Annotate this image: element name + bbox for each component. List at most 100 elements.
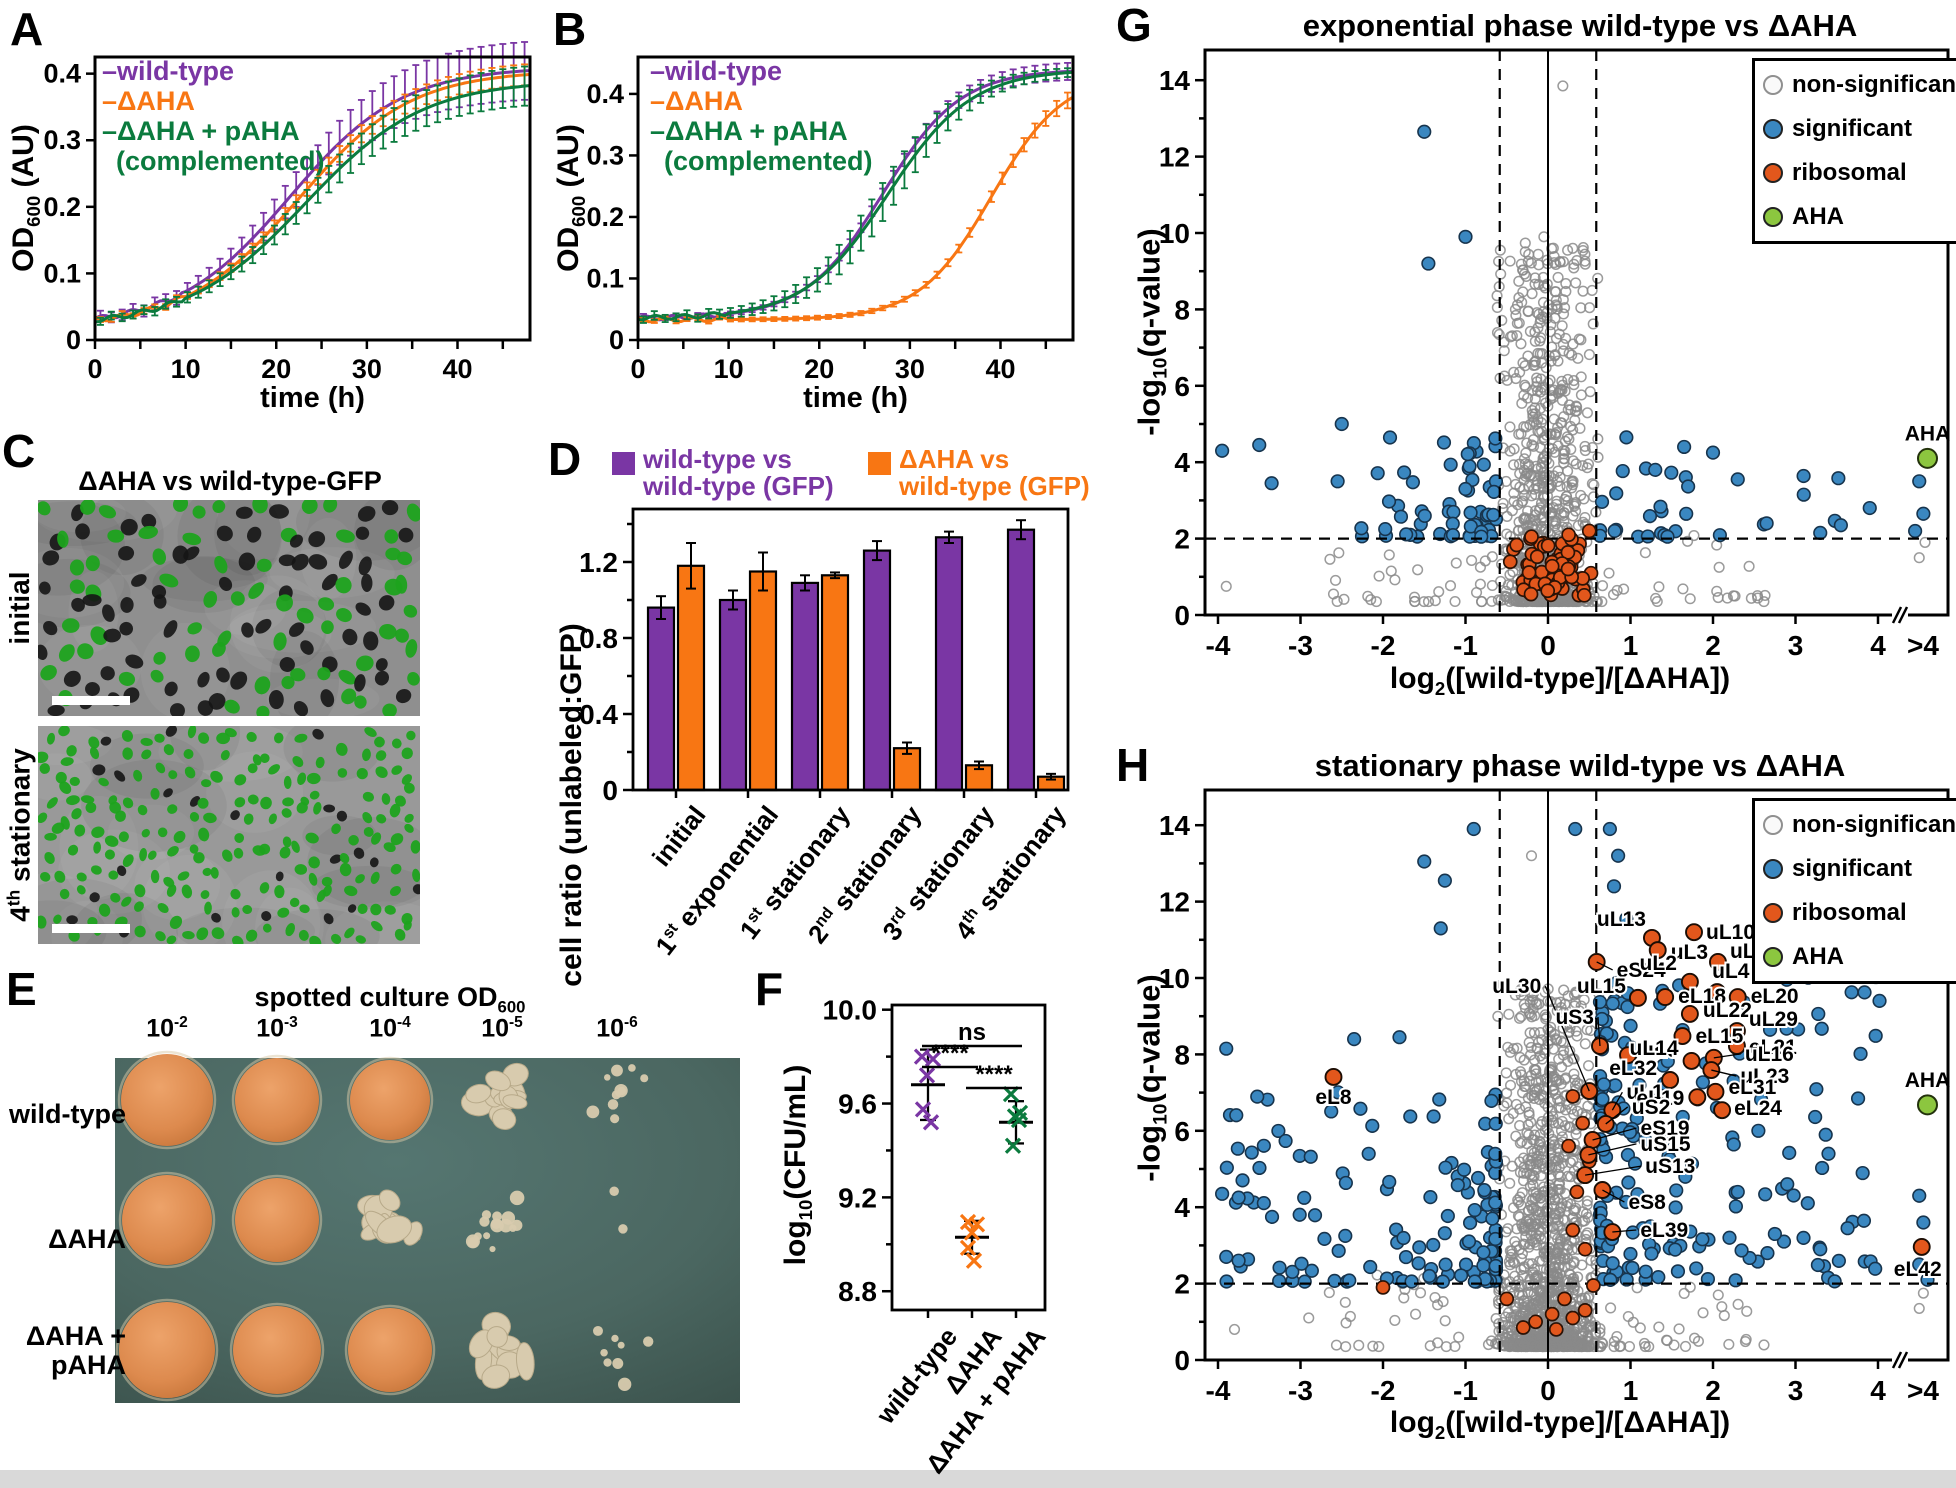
- protein-label-eS19: eS19: [1641, 1117, 1690, 1140]
- svg-text:1.2: 1.2: [579, 547, 618, 578]
- protein-label-eL18: eL18: [1678, 985, 1726, 1008]
- legend-entry: AHA: [1763, 195, 1951, 239]
- culture-spot-solid: [348, 1308, 432, 1392]
- culture-spot-patchy: [468, 1311, 535, 1389]
- svg-text:-1: -1: [1453, 1375, 1478, 1406]
- growth-curve-chart-b: 0 10 20 30 40 0 0.1 0.2 0.3 0.4: [586, 55, 1075, 384]
- protein-label-uL23: uL23: [1740, 1065, 1789, 1088]
- cfu-point: [924, 1050, 942, 1068]
- protein-label-uS13: uS13: [1645, 1155, 1695, 1178]
- svg-text:10: 10: [171, 354, 201, 384]
- svg-text:>4: >4: [1907, 1375, 1939, 1406]
- legend-text: ΔAHA vs wild-type (GFP): [899, 444, 1090, 501]
- legend-label: ribosomal: [1792, 159, 1907, 186]
- svg-text:40: 40: [442, 354, 472, 384]
- od-sub: 600: [23, 195, 44, 227]
- ribosomal-point-uL14: [1682, 1051, 1701, 1070]
- ribosomal-point-uL24: [1709, 953, 1727, 971]
- legend-text: wild-type vs wild-type (GFP): [643, 444, 834, 501]
- growth-legend-b: –wild-type –ΔAHA –ΔAHA + pAHA (complemented…: [650, 56, 873, 176]
- svg-text:8: 8: [1174, 294, 1190, 325]
- ribosomal-point-eL15: [1673, 1027, 1692, 1046]
- protein-label-uL22: uL22: [1703, 999, 1752, 1022]
- legend-entry: –ΔAHA + pAHA: [650, 116, 848, 146]
- svg-text:0: 0: [630, 354, 645, 384]
- significant-points: [1215, 821, 1935, 1289]
- panel-h-title: stationary phase wild-type vs ΔAHA: [1314, 748, 1846, 783]
- svg-text:6: 6: [1174, 371, 1190, 402]
- svg-text:-4: -4: [1206, 1375, 1231, 1406]
- panel-g-letter: G: [1116, 0, 1152, 51]
- legend-entry: significant: [1763, 847, 1951, 891]
- svg-text:40: 40: [985, 354, 1015, 384]
- legend-dot: [1763, 119, 1783, 139]
- protein-label-eL20: eL20: [1751, 985, 1799, 1008]
- culture-spot-solid: [121, 1054, 213, 1146]
- panel-e-title: spotted culture OD600: [254, 982, 526, 1017]
- microscopy-image-initial: [38, 500, 420, 716]
- svg-text:0: 0: [66, 325, 81, 355]
- svg-text:10: 10: [714, 354, 744, 384]
- bar-purple: [862, 549, 892, 792]
- protein-label-eL21: eL21: [1749, 1036, 1797, 1059]
- svg-text:1: 1: [1623, 1375, 1639, 1406]
- svg-text:0.3: 0.3: [586, 140, 624, 170]
- bar-orange: [820, 574, 850, 792]
- protein-label-eL31: eL31: [1728, 1076, 1776, 1099]
- svg-text:30: 30: [352, 354, 382, 384]
- svg-text:ns: ns: [958, 1019, 986, 1046]
- protein-label-uL14: uL14: [1630, 1037, 1679, 1060]
- dilution-label: 10-4: [369, 1014, 411, 1043]
- legend-entry: –wild-type: [650, 56, 783, 86]
- legend-label: significant: [1792, 855, 1913, 882]
- legend-dot: [1763, 947, 1783, 967]
- svg-text:0: 0: [1540, 1375, 1556, 1406]
- y-axis-label-f: log10(CFU/mL): [779, 1064, 816, 1266]
- x-axis-label-a: time (h): [260, 382, 365, 414]
- ribosomal-point-eL31: [1706, 1082, 1725, 1101]
- ribosomal-point-eL42: [1912, 1237, 1931, 1256]
- culture-spot-solid: [235, 1058, 319, 1142]
- ribosomal-points: [1502, 523, 1599, 603]
- svg-text:2: 2: [1174, 524, 1190, 555]
- svg-text:0: 0: [602, 775, 618, 806]
- svg-text:0.3: 0.3: [43, 125, 81, 155]
- ribosomal-point-uL2: [1680, 972, 1699, 991]
- x-axis-label-b: time (h): [803, 382, 908, 414]
- svg-text:1: 1: [1623, 630, 1639, 661]
- culture-spot-solid: [119, 1302, 215, 1398]
- ribosomal-point-eL39: [1603, 1223, 1622, 1241]
- dilution-label: 10-2: [146, 1014, 188, 1043]
- dilution-label: 10-3: [256, 1014, 298, 1043]
- spot-row-label: ΔAHA + pAHA: [25, 1321, 126, 1380]
- bar-purple: [646, 606, 676, 792]
- svg-text:0.1: 0.1: [586, 263, 624, 293]
- svg-text:0.4: 0.4: [579, 699, 618, 730]
- panel-e-letter: E: [6, 963, 37, 1015]
- protein-label-uL6: uL6: [1641, 1039, 1678, 1062]
- svg-text:12: 12: [1159, 887, 1190, 918]
- legend-entry: –ΔAHA + pAHA: [102, 116, 300, 146]
- legend-entry: ribosomal: [1763, 151, 1951, 195]
- ribosomal-point-uL10: [1685, 923, 1703, 942]
- legend-swatch: [868, 452, 891, 475]
- ribosomal-point-eS8: [1593, 1181, 1612, 1199]
- legend-dot: [1763, 163, 1783, 183]
- protein-label-uS15: uS15: [1640, 1133, 1691, 1156]
- culture-spot-sparse: [592, 1325, 654, 1392]
- growth-curve-green: [94, 84, 531, 324]
- row-label-4th-stationary: 4th stationary: [3, 748, 36, 922]
- legend-dot: [1763, 903, 1783, 923]
- growth-legend-a: –wild-type –ΔAHA –ΔAHA + pAHA (complemented…: [102, 56, 325, 176]
- od-unit: (AU): [7, 124, 40, 196]
- protein-label-eL8: eL8: [1315, 1086, 1352, 1109]
- microscopy-image-4th-stationary: [38, 726, 420, 944]
- bar-purple: [718, 598, 748, 792]
- svg-text:0: 0: [1174, 600, 1190, 631]
- panel-g-title: exponential phase wild-type vs ΔAHA: [1302, 8, 1858, 43]
- protein-label-eS8: eS8: [1628, 1191, 1666, 1214]
- scale-bar: [52, 924, 130, 933]
- y-axis-label-a: OD600 (AU): [7, 124, 45, 272]
- ribosomal-point-uL3: [1648, 941, 1667, 960]
